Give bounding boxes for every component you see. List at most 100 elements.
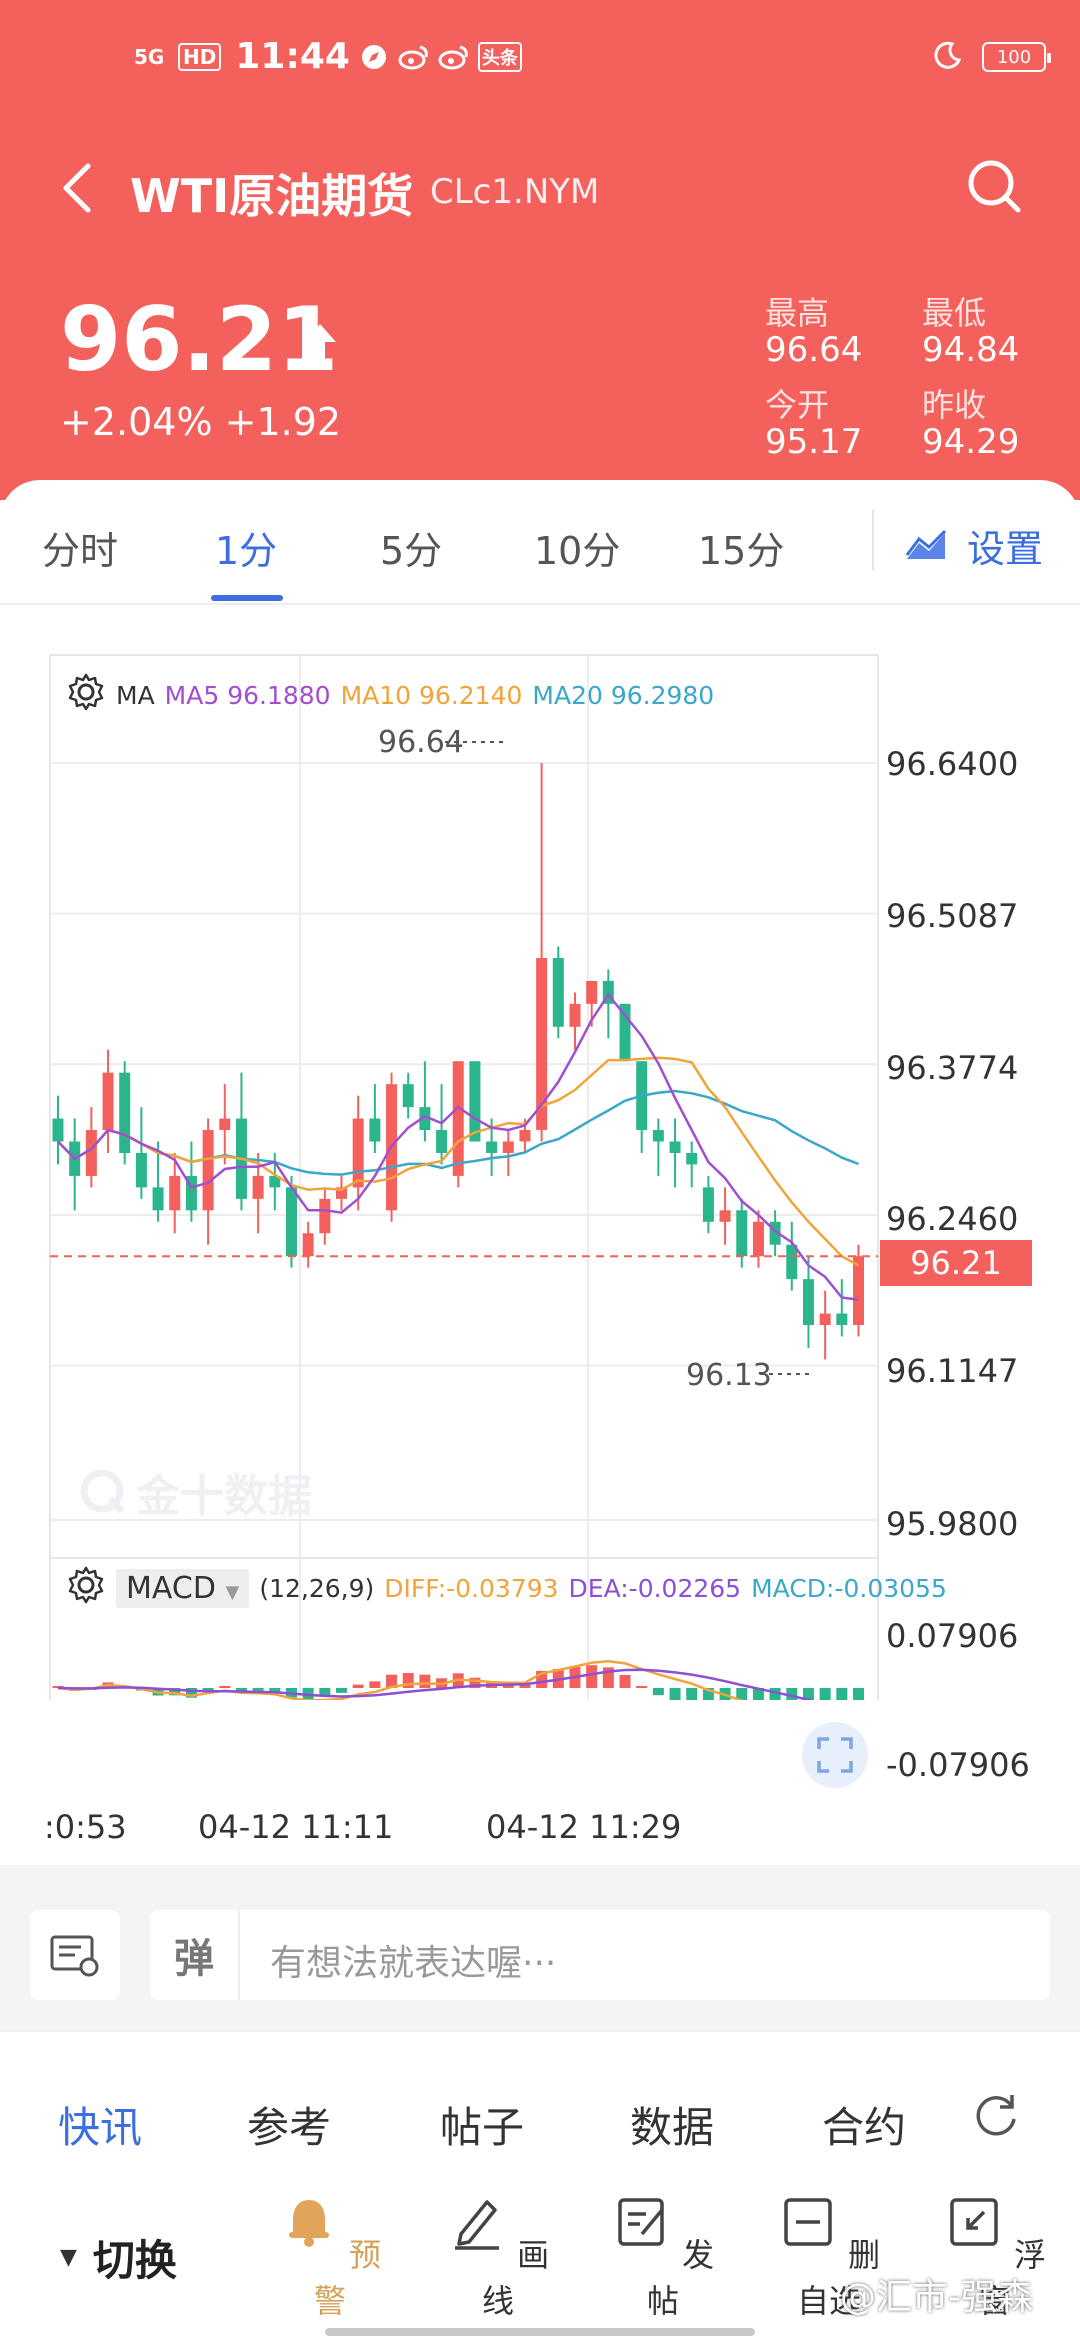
macd-bar: [736, 1688, 748, 1700]
tab-10min[interactable]: 10分: [534, 529, 621, 573]
candle-body: [119, 1072, 131, 1153]
macd-bar: [502, 1684, 514, 1688]
tab-contract[interactable]: 合约: [822, 2103, 907, 2152]
macd-bar: [802, 1688, 814, 1700]
candlestick-chart[interactable]: [0, 0, 1080, 1700]
y-tick-0: 96.6400: [886, 745, 1019, 783]
dropdown-caret-icon: ▼: [225, 1581, 240, 1603]
low-marker: 96.13: [686, 1358, 772, 1393]
pen-icon: [454, 2200, 499, 2250]
comment-placeholder: 有想法就表达喔···: [270, 1943, 557, 1984]
macd-bar: [602, 1667, 614, 1688]
candle-body: [269, 1175, 281, 1188]
candle-body: [169, 1175, 181, 1211]
high-value: 96.64: [765, 330, 863, 370]
y-tick-5: 95.9800: [886, 1505, 1019, 1543]
macd-bar: [219, 1686, 231, 1688]
danmaku-icon[interactable]: 弹: [150, 1910, 240, 2000]
macd-bar: [519, 1684, 531, 1688]
macd-bar: [419, 1674, 431, 1688]
macd-bar: [352, 1684, 364, 1688]
indicator-dropdown[interactable]: MACD ▼: [116, 1568, 250, 1608]
chart-panel: 分时 1分 5分 10分 15分 设置: [0, 480, 1080, 1865]
candle-body: [419, 1107, 431, 1131]
search-button[interactable]: [960, 152, 1030, 222]
candle-body: [552, 957, 564, 1027]
candle-body: [285, 1187, 297, 1257]
minus-square-icon: [784, 2198, 832, 2246]
candle-body: [319, 1198, 331, 1234]
draw-line-button[interactable]: 画线: [443, 2192, 553, 2322]
candle-body: [436, 1130, 448, 1153]
macd-bar: [336, 1688, 348, 1693]
candle-body: [352, 1118, 364, 1188]
settings-button[interactable]: 设置: [905, 518, 1043, 573]
ma5-value: MA5 96.1880: [164, 680, 331, 710]
macd-tick-bottom: -0.07906: [886, 1746, 1030, 1784]
tab-5min[interactable]: 5分: [380, 529, 443, 573]
macd-bar: [702, 1688, 714, 1700]
candle-body: [152, 1187, 164, 1211]
ma-legend: MA MA5 96.1880 MA10 96.2140 MA20 96.2980: [66, 672, 714, 718]
candle-body: [736, 1210, 748, 1257]
dea-value: DEA:-0.02265: [568, 1573, 742, 1603]
time-label-2: 04-12 11:29: [486, 1808, 682, 1846]
candle-body: [369, 1118, 381, 1142]
tab-reference[interactable]: 参考: [247, 2103, 332, 2152]
tab-15min[interactable]: 15分: [698, 529, 785, 573]
macd-bar: [252, 1688, 264, 1691]
refresh-button[interactable]: [968, 2087, 1024, 2143]
candle-body: [219, 1118, 231, 1131]
float-window-label: 浮窗: [978, 2236, 1047, 2320]
low-value: 94.84: [922, 330, 1020, 370]
tab-data[interactable]: 数据: [630, 2103, 715, 2152]
hd-indicator: HD: [178, 42, 222, 71]
page-title: WTI原油期货: [130, 169, 414, 223]
tab-timeshare[interactable]: 分时: [42, 529, 119, 573]
diff-line: [57, 1660, 746, 1700]
candle-body: [135, 1152, 147, 1188]
candle-body: [519, 1130, 531, 1142]
alert-label: 预警: [313, 2236, 382, 2320]
alert-button[interactable]: 预警: [275, 2192, 385, 2322]
network-indicator: 5G: [134, 44, 165, 69]
tab-1min[interactable]: 1分: [215, 529, 278, 573]
candle-body: [185, 1175, 197, 1211]
new-post-label: 发帖: [646, 2236, 715, 2320]
candle-body: [302, 1233, 314, 1257]
candle-body: [569, 1003, 581, 1027]
price-up-arrow-icon: [300, 320, 340, 368]
candle-body: [452, 1061, 464, 1176]
current-price-tag: 96.21: [880, 1240, 1032, 1286]
candle-body: [102, 1072, 114, 1131]
news-settings-button[interactable]: [30, 1910, 120, 2000]
tab-flash-news[interactable]: 快讯: [58, 2103, 143, 2152]
ma10-line: [57, 1056, 860, 1267]
back-button[interactable]: [50, 152, 110, 222]
candle-body: [586, 980, 598, 1004]
macd-value: MACD:-0.03055: [751, 1573, 947, 1603]
candle-body: [702, 1187, 714, 1222]
chart-settings-icon: [905, 529, 947, 559]
candle-body: [619, 1003, 631, 1062]
chart-frame: [49, 654, 879, 1700]
candle-body: [402, 1084, 414, 1108]
tab-posts[interactable]: 帖子: [440, 2103, 525, 2152]
weibo-icon-2: [438, 41, 470, 73]
fullscreen-button[interactable]: [802, 1722, 868, 1788]
macd-bar: [185, 1688, 197, 1698]
new-post-button[interactable]: 发帖: [608, 2192, 718, 2322]
float-window-button[interactable]: 浮窗: [940, 2192, 1050, 2322]
high-label: 最高: [765, 294, 830, 332]
divider: [0, 1865, 1080, 1885]
symbol-code: CLc1.NYM: [430, 172, 600, 212]
macd-bar: [636, 1686, 648, 1688]
moon-icon: [932, 40, 962, 74]
switch-button[interactable]: ▼ 切换: [60, 2236, 177, 2285]
comment-input[interactable]: 弹 有想法就表达喔···: [150, 1910, 1050, 2000]
ma5-line: [57, 992, 859, 1302]
ma-settings-gear-icon[interactable]: [66, 672, 106, 718]
time-label-0: :0:53: [44, 1808, 127, 1846]
remove-watchlist-button[interactable]: 删自选: [774, 2192, 884, 2322]
macd-settings-gear-icon[interactable]: [66, 1565, 106, 1611]
